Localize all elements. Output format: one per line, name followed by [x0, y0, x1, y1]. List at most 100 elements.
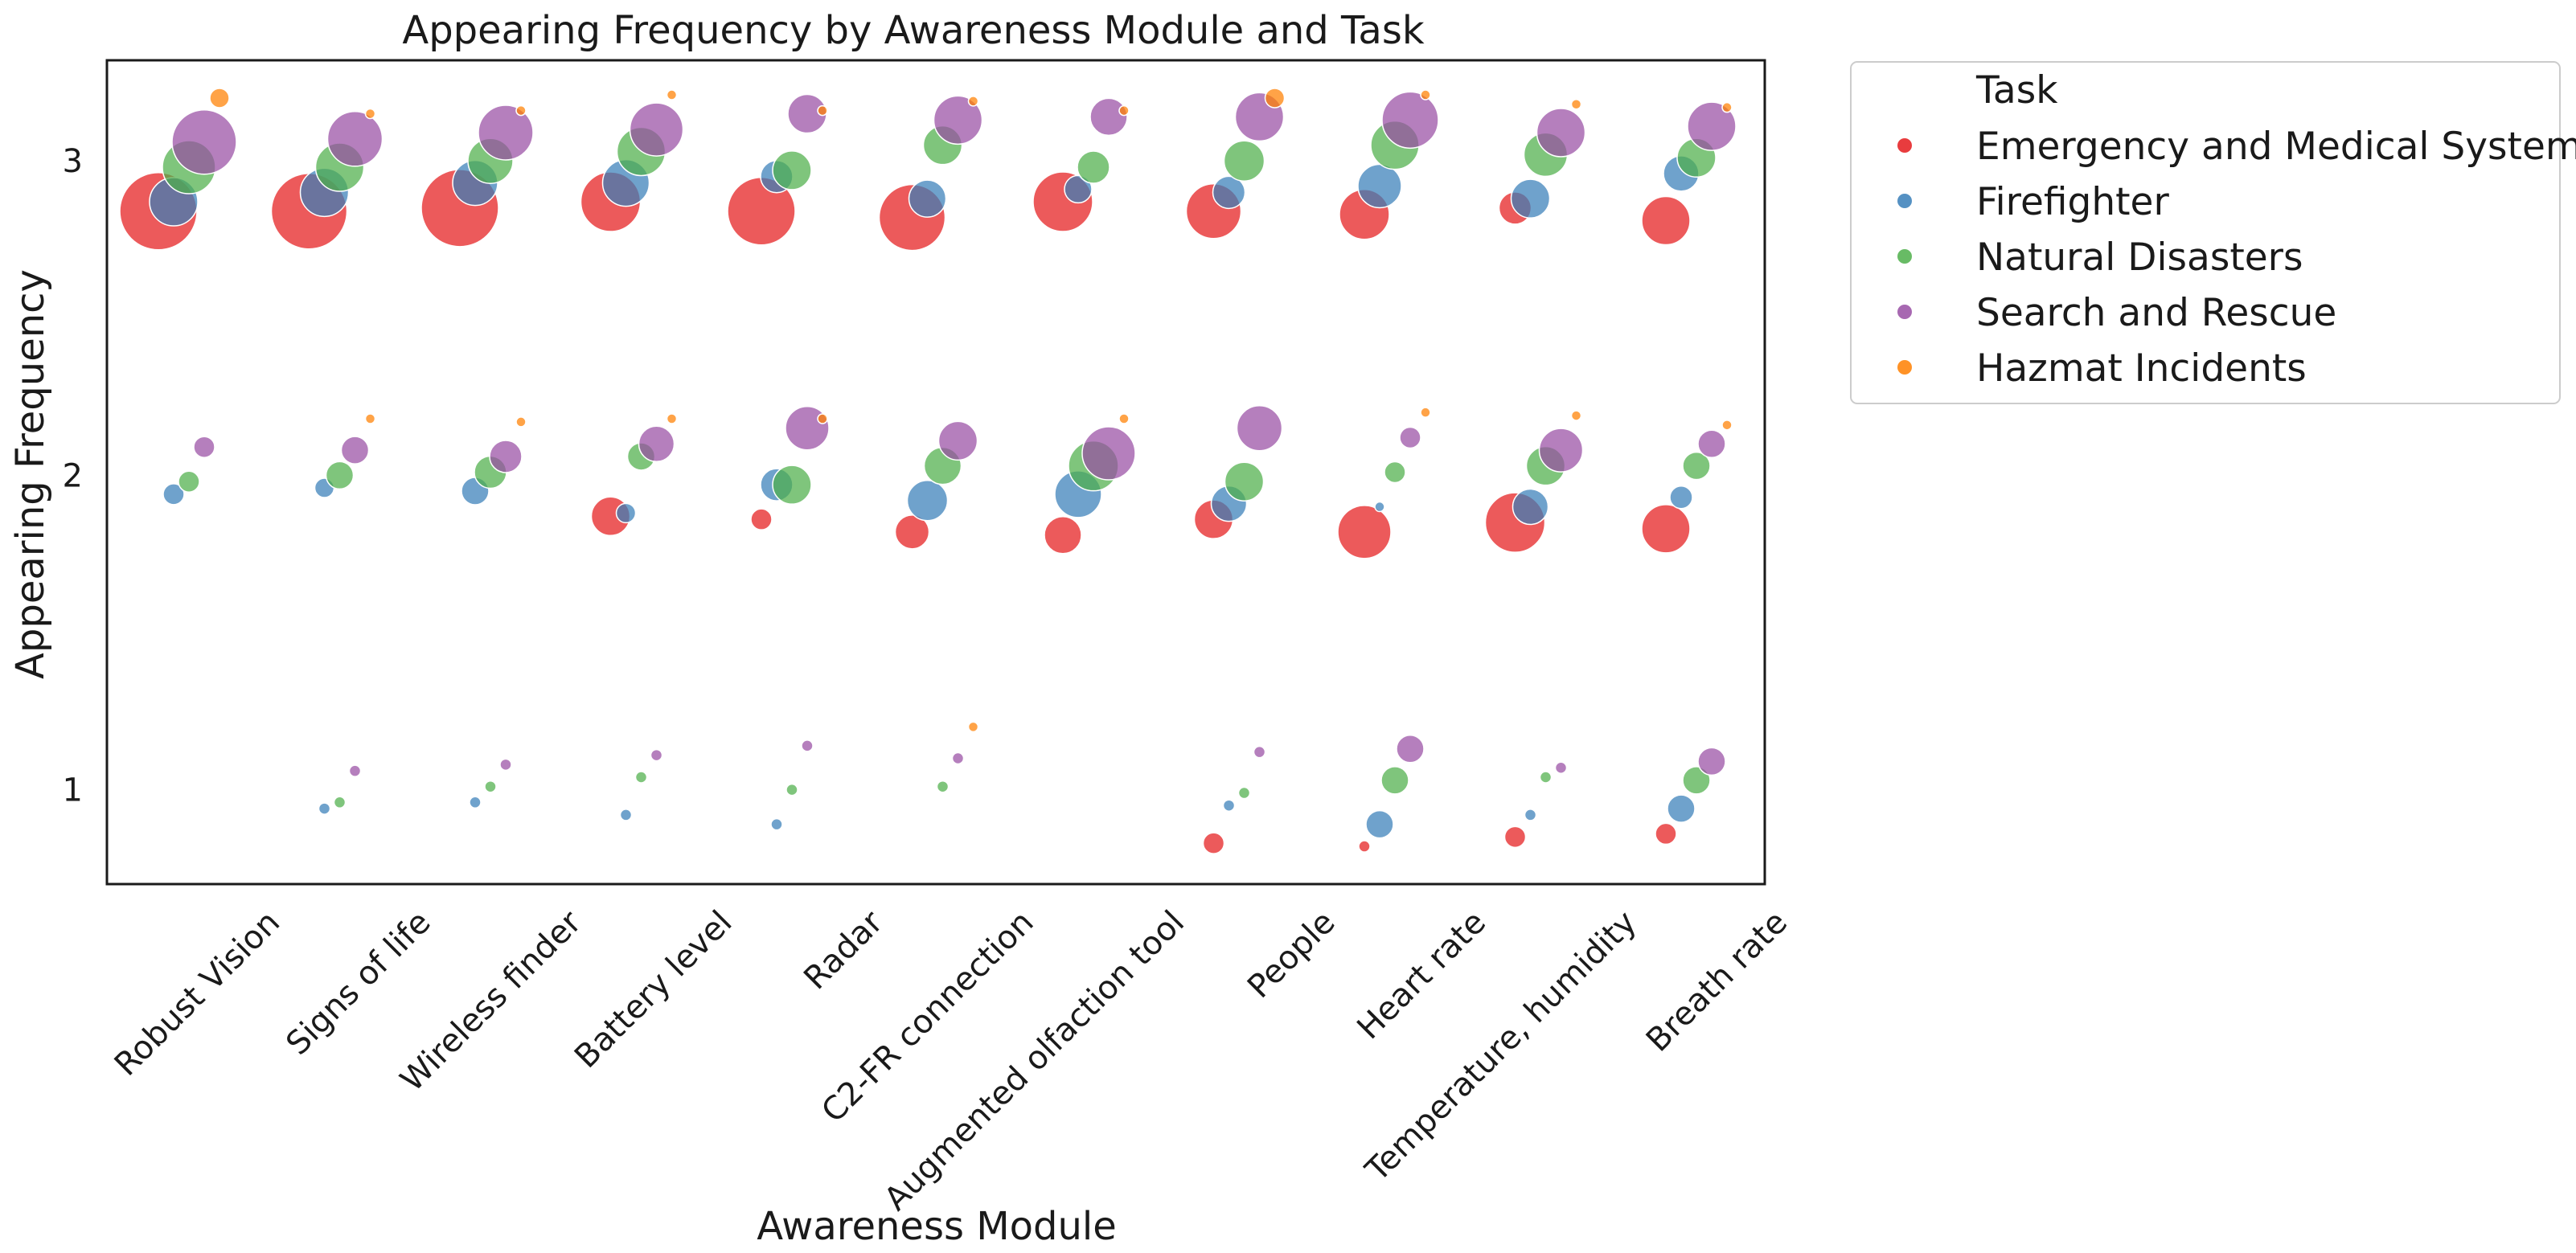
- data-point: [1697, 747, 1726, 776]
- data-point: [908, 179, 947, 218]
- data-point: [1641, 504, 1691, 554]
- x-tick-label: Heart rate: [1350, 904, 1493, 1047]
- y-tick-label: 3: [63, 143, 83, 180]
- legend-marker: [1897, 138, 1912, 153]
- data-point: [772, 465, 812, 505]
- data-point: [1697, 429, 1726, 459]
- y-tick-label: 1: [63, 772, 83, 809]
- data-point: [666, 413, 678, 424]
- x-tick-label: Temperature, humidity: [1358, 904, 1643, 1190]
- data-point: [364, 108, 376, 120]
- x-tick-label: Battery level: [568, 904, 739, 1075]
- legend-label: Emergency and Medical System: [1976, 125, 2576, 169]
- legend-box: [1850, 61, 2561, 404]
- data-point: [364, 413, 376, 424]
- plot-area: [119, 88, 1737, 854]
- data-point: [1682, 451, 1711, 481]
- data-point: [333, 796, 347, 809]
- series-emergency-and-medical-system: [119, 169, 1691, 854]
- data-point: [1682, 766, 1711, 795]
- data-point: [1570, 410, 1582, 421]
- plot-frame: [105, 59, 1766, 886]
- data-point: [1222, 799, 1236, 812]
- data-point: [1420, 89, 1431, 100]
- data-point: [325, 461, 355, 490]
- data-point: [1223, 140, 1265, 182]
- data-point: [1667, 794, 1696, 823]
- data-point: [1212, 175, 1246, 210]
- data-point: [1380, 766, 1409, 795]
- data-point: [1512, 488, 1549, 526]
- data-point: [1396, 735, 1425, 764]
- data-point: [1570, 99, 1582, 110]
- data-point: [936, 780, 950, 793]
- data-point: [1236, 404, 1283, 452]
- data-point: [1224, 461, 1265, 502]
- data-point: [1554, 761, 1568, 774]
- data-point: [515, 104, 527, 117]
- data-point: [1077, 150, 1110, 184]
- data-point: [489, 440, 523, 473]
- y-tick-label: 2: [63, 457, 83, 494]
- data-point: [1687, 101, 1737, 151]
- data-point: [1641, 195, 1691, 246]
- data-point: [1237, 786, 1251, 800]
- legend-label: Hazmat Incidents: [1976, 346, 2307, 391]
- data-point: [1064, 174, 1093, 204]
- data-point: [193, 436, 215, 458]
- data-point: [1381, 91, 1439, 149]
- y-axis-label: Appearing Frequency: [8, 269, 53, 679]
- x-tick-label: Signs of life: [279, 904, 437, 1063]
- data-point: [469, 796, 482, 809]
- data-point: [634, 771, 648, 784]
- data-point: [937, 420, 978, 461]
- data-point: [1081, 426, 1136, 481]
- data-point: [750, 508, 773, 530]
- data-point: [1253, 745, 1266, 759]
- x-axis-label: Awareness Module: [757, 1204, 1117, 1249]
- data-point: [770, 817, 783, 831]
- legend-title: Task: [1975, 68, 2058, 113]
- data-point: [894, 514, 930, 550]
- data-point: [1539, 771, 1553, 784]
- data-point: [619, 809, 633, 821]
- x-tick-label: People: [1241, 904, 1342, 1005]
- data-point: [1202, 832, 1225, 854]
- data-point: [1118, 413, 1130, 424]
- legend-marker: [1897, 360, 1912, 375]
- data-point: [650, 748, 663, 762]
- data-point: [348, 764, 362, 777]
- data-point: [629, 102, 684, 157]
- legend-marker: [1897, 194, 1912, 208]
- data-point: [1118, 104, 1130, 117]
- data-point: [772, 150, 812, 190]
- legend-entries: Emergency and Medical System Firefighter N…: [1897, 125, 2576, 391]
- data-point: [1089, 97, 1128, 137]
- data-point: [209, 88, 230, 109]
- data-point: [484, 780, 497, 793]
- series-hazmat-incidents: [209, 88, 1733, 733]
- data-point: [801, 739, 814, 752]
- data-point: [906, 479, 949, 522]
- data-point: [1524, 809, 1537, 821]
- data-point: [1374, 501, 1385, 513]
- data-point: [817, 413, 828, 424]
- y-axis-ticks: 1 2 3: [63, 143, 83, 809]
- data-point: [1420, 407, 1431, 418]
- data-point: [1399, 426, 1421, 449]
- data-point: [666, 89, 678, 100]
- data-point: [318, 802, 331, 815]
- data-point: [1669, 485, 1693, 510]
- data-point: [951, 751, 965, 765]
- data-point: [1510, 178, 1551, 219]
- data-point: [178, 470, 200, 493]
- data-point: [326, 111, 384, 167]
- data-point: [515, 416, 527, 428]
- legend-marker: [1897, 249, 1912, 264]
- data-point: [171, 109, 237, 175]
- data-point: [478, 104, 534, 161]
- data-point: [1503, 825, 1527, 849]
- legend: Task Emergency and Medical System Firefig…: [1850, 61, 2576, 404]
- data-point: [786, 783, 798, 796]
- data-point: [1536, 108, 1586, 158]
